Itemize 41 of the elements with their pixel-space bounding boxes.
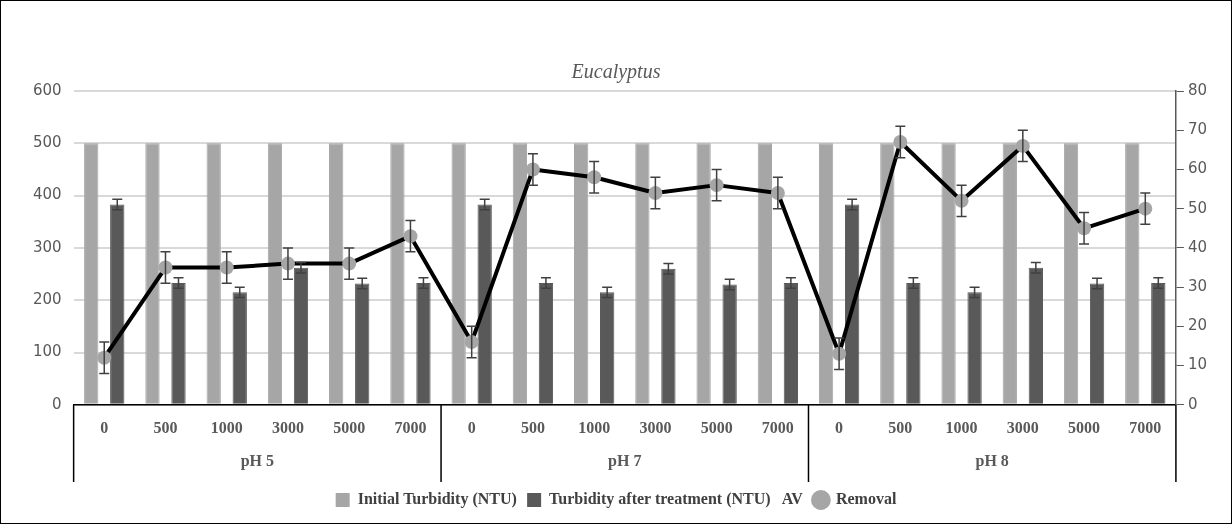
y2-tick-label: 0 <box>1187 394 1198 413</box>
y2-tick-label: 70 <box>1187 120 1208 139</box>
legend-label: Turbidity after treatment (NTU) AV <box>549 490 804 509</box>
y-tick-label: 100 <box>32 342 62 361</box>
y-tick-label: 0 <box>52 394 62 413</box>
y2-tick-label: 30 <box>1187 277 1208 296</box>
x-tick-label: 1000 <box>578 418 611 436</box>
y2-tick-label: 10 <box>1187 355 1208 374</box>
x-tick-label: 7000 <box>394 418 427 436</box>
y2-tick-label: 20 <box>1187 316 1208 335</box>
y2-tick-label: 60 <box>1187 159 1208 178</box>
y-tick-label: 300 <box>32 237 62 256</box>
x-tick-label: 500 <box>520 418 545 436</box>
x-tick-label: 3000 <box>1006 418 1039 436</box>
text: pH 5 <box>240 452 275 471</box>
x-tick-label: 1000 <box>945 418 978 436</box>
y-tick-label: 200 <box>32 290 62 309</box>
y-tick-label: 400 <box>32 185 62 204</box>
chart-title: Eucalyptus <box>570 60 661 84</box>
y2-tick-label: 80 <box>1187 80 1208 99</box>
x-tick-label: 7000 <box>1129 418 1162 436</box>
x-tick-label: 1000 <box>210 418 243 436</box>
x-tick-label: 5000 <box>1068 418 1101 436</box>
text: pH 7 <box>608 452 642 471</box>
legend-label: Initial Turbidity (NTU) <box>357 490 517 509</box>
y-tick-label: 500 <box>32 133 62 152</box>
x-tick-label: 7000 <box>761 418 794 436</box>
text: pH 8 <box>975 452 1009 471</box>
x-tick-label: 5000 <box>333 418 366 436</box>
x-tick-label: 500 <box>153 418 178 436</box>
x-tick-label: 500 <box>888 418 913 436</box>
x-tick-label: 5000 <box>700 418 733 436</box>
x-tick-label: 3000 <box>271 418 304 436</box>
y-tick-label: 600 <box>32 80 62 99</box>
y2-tick-label: 50 <box>1187 198 1208 217</box>
x-tick-label: 0 <box>467 418 476 436</box>
x-tick-label: 0 <box>835 418 844 436</box>
legend-label: Removal <box>835 490 897 508</box>
x-tick-label: 3000 <box>639 418 672 436</box>
x-tick-label: 0 <box>100 418 109 436</box>
y2-tick-label: 40 <box>1187 237 1208 256</box>
